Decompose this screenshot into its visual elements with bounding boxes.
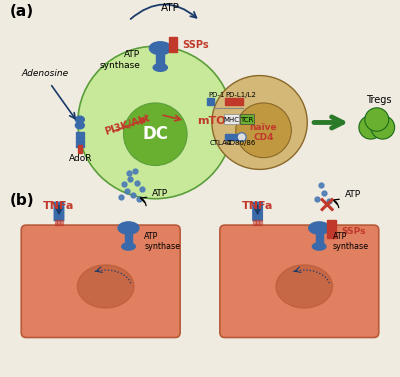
Text: (b): (b) [9,193,34,207]
Text: ATP
synthase: ATP synthase [100,50,140,70]
Text: ATP: ATP [345,190,361,199]
Text: TNFa: TNFa [43,201,75,211]
Text: ATP
synthase: ATP synthase [333,232,369,251]
FancyBboxPatch shape [54,220,58,225]
FancyBboxPatch shape [125,228,132,244]
FancyBboxPatch shape [169,37,177,52]
Circle shape [212,75,307,169]
FancyBboxPatch shape [76,144,84,147]
Circle shape [365,108,389,131]
Text: ATP: ATP [161,3,180,13]
Ellipse shape [309,222,330,234]
FancyBboxPatch shape [60,220,64,225]
FancyBboxPatch shape [58,220,60,225]
Text: PD-L1/L2: PD-L1/L2 [226,92,257,98]
FancyBboxPatch shape [253,220,256,225]
Text: MHC: MHC [224,116,240,123]
Text: mTOR: mTOR [197,115,234,126]
Circle shape [124,103,187,166]
Ellipse shape [75,116,84,123]
FancyBboxPatch shape [76,132,84,135]
Text: SSPs: SSPs [182,40,209,50]
Ellipse shape [153,64,167,71]
FancyBboxPatch shape [76,140,84,143]
Circle shape [236,103,291,158]
FancyBboxPatch shape [259,202,262,221]
Text: PI3K/Akt: PI3K/Akt [104,112,152,136]
FancyBboxPatch shape [224,114,239,124]
FancyBboxPatch shape [76,136,84,139]
Text: PD-1: PD-1 [208,92,224,98]
FancyBboxPatch shape [207,98,214,105]
FancyBboxPatch shape [259,220,262,225]
Ellipse shape [75,122,84,129]
FancyBboxPatch shape [240,114,254,124]
FancyBboxPatch shape [253,202,256,221]
Text: (a): (a) [9,4,34,19]
Text: naïve
CD4: naïve CD4 [250,123,277,142]
Text: ATP: ATP [152,189,168,198]
FancyBboxPatch shape [256,202,259,221]
Circle shape [371,116,395,139]
FancyBboxPatch shape [220,225,379,337]
FancyBboxPatch shape [225,98,243,105]
Text: Adenosine: Adenosine [22,69,69,78]
Text: AdoR: AdoR [69,154,92,163]
Circle shape [237,133,246,141]
Text: TCR: TCR [240,116,253,123]
Text: TNFa: TNFa [242,201,273,211]
Circle shape [78,46,233,199]
FancyBboxPatch shape [225,134,242,140]
Circle shape [359,116,383,139]
Text: CTLA4: CTLA4 [210,140,232,146]
Text: SSPs: SSPs [341,227,366,236]
Ellipse shape [149,42,171,55]
Ellipse shape [312,243,326,250]
FancyBboxPatch shape [316,228,323,244]
Ellipse shape [118,222,139,234]
Ellipse shape [276,265,332,308]
FancyBboxPatch shape [54,202,58,221]
FancyBboxPatch shape [256,220,259,225]
FancyBboxPatch shape [57,202,61,221]
FancyBboxPatch shape [327,220,336,238]
FancyBboxPatch shape [21,225,180,337]
FancyBboxPatch shape [156,48,164,65]
FancyBboxPatch shape [60,202,64,221]
Ellipse shape [122,243,135,250]
Text: ATP
synthase: ATP synthase [144,232,180,251]
Text: CD80/86: CD80/86 [226,140,256,146]
Text: Tregs: Tregs [366,95,392,105]
Text: DC: DC [142,125,168,143]
Ellipse shape [77,265,134,308]
FancyBboxPatch shape [78,145,82,153]
